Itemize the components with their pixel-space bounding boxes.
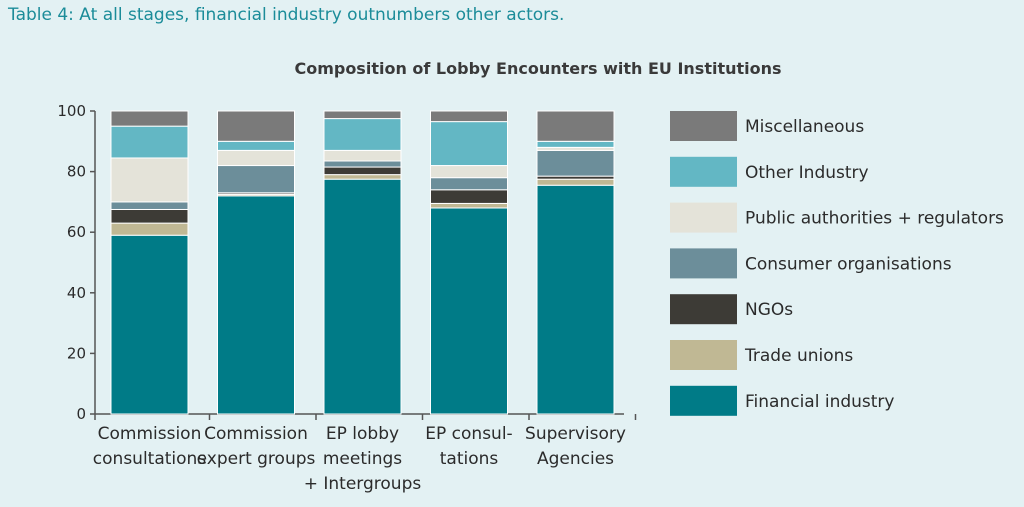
bar-segment <box>430 207 508 415</box>
bar-segment <box>110 125 189 159</box>
y-tick-label: 100 <box>57 102 86 120</box>
bar-segment <box>430 202 508 209</box>
legend-swatch <box>670 156 737 187</box>
bar-segment <box>323 178 402 415</box>
category-label: tations <box>440 449 499 469</box>
legend-label: Miscellaneous <box>745 117 864 137</box>
legend-swatch <box>670 248 737 279</box>
category-label: EP consul- <box>425 424 512 444</box>
bar-segment <box>536 110 615 142</box>
legend-swatch <box>670 202 737 233</box>
table-caption: Table 4: At all stages, financial indust… <box>8 5 565 25</box>
bar-segment <box>110 110 189 127</box>
legend-label: Consumer organisations <box>745 254 952 274</box>
legend-label: Public authorities + regulators <box>745 209 1004 229</box>
bar-segment <box>217 149 295 167</box>
category-label: Commission <box>98 424 202 444</box>
legend-label: Other Industry <box>745 163 869 183</box>
bar-segment <box>110 201 189 210</box>
bar-segment <box>323 149 402 162</box>
bar-segment <box>323 110 402 120</box>
bar-segment <box>323 118 402 151</box>
bar-segment <box>430 189 508 204</box>
bar-segment <box>217 110 295 142</box>
bar-segment <box>536 178 615 186</box>
legend-swatch <box>670 385 737 416</box>
category-label: consultations <box>93 449 207 469</box>
category-label: EP lobby <box>326 424 399 444</box>
legend-swatch <box>670 111 737 141</box>
bar-segment <box>430 110 508 123</box>
bar-segment <box>430 177 508 191</box>
bar-segment <box>110 157 189 203</box>
y-tick-label: 0 <box>76 405 86 423</box>
bar-segment <box>217 165 295 194</box>
bar-segment <box>323 166 402 176</box>
category-label: meetings <box>323 449 402 469</box>
category-label: + Intergroups <box>304 474 422 494</box>
bar-segment <box>110 208 189 224</box>
legend: Miscellaneous Other Industry Public author… <box>670 111 1004 416</box>
y-tick-label: 60 <box>67 223 86 241</box>
category-label: Commission <box>204 424 308 444</box>
bar-segment <box>536 149 615 177</box>
bar-segment <box>536 140 615 148</box>
bar-segment <box>536 184 615 415</box>
category-label: Agencies <box>537 449 614 469</box>
axis-layer: 0 20 40 60 80 100 Commission consultations Commi… <box>57 102 637 494</box>
bar-segment <box>110 222 189 236</box>
category-label: Supervisory <box>525 424 626 444</box>
bar-segment <box>430 165 508 179</box>
bar-segment <box>323 160 402 168</box>
bar-segment <box>323 174 402 180</box>
legend-label: Trade unions <box>744 346 853 366</box>
bar-segment <box>430 121 508 167</box>
bar-segment <box>217 140 295 151</box>
chart-title: Composition of Lobby Encounters with EU … <box>294 59 781 78</box>
y-tick-label: 80 <box>67 163 86 181</box>
bars-layer <box>110 110 615 415</box>
bar-segment <box>110 234 189 415</box>
category-label: expert groups <box>197 449 316 469</box>
legend-label: NGOs <box>745 300 793 320</box>
bar-segment <box>217 195 295 415</box>
y-tick-label: 20 <box>67 344 86 362</box>
legend-label: Financial industry <box>745 392 894 412</box>
y-tick-label: 40 <box>67 284 86 302</box>
legend-swatch <box>670 294 737 325</box>
legend-swatch <box>670 340 737 370</box>
